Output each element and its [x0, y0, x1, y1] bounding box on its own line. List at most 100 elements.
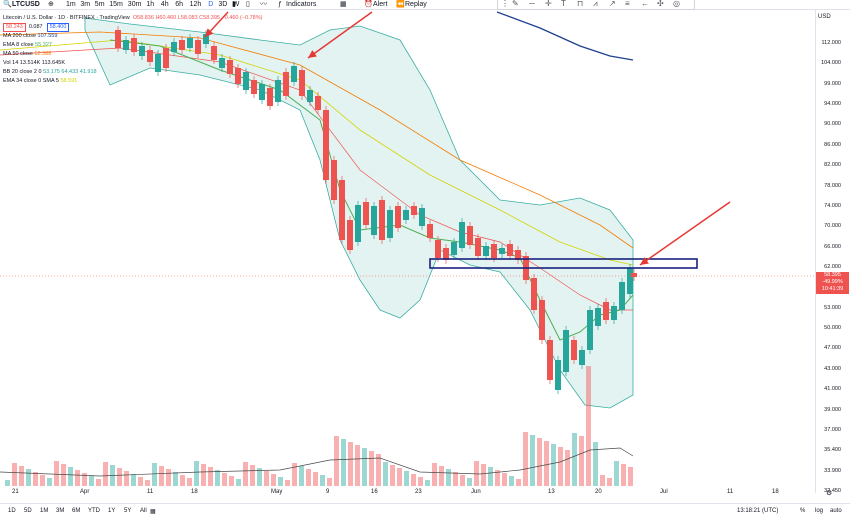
- price-axis[interactable]: 112.000 104.000 99.000 94.000 90.000 86.000 82…: [815, 10, 850, 494]
- indicator-name: EMA 8 close: [3, 42, 36, 48]
- interval-6h[interactable]: 6h: [175, 1, 183, 8]
- menu-lines-icon[interactable]: ≡: [625, 0, 630, 8]
- candle-body: [235, 68, 241, 84]
- brush-icon[interactable]: ✎: [512, 0, 519, 8]
- time-axis[interactable]: 21 Apr 11 18 May 9 16 23 Jun 13 20 Jul 11 18: [0, 487, 815, 499]
- symbol-label[interactable]: LTCUSD: [12, 1, 40, 8]
- line-tool-icon[interactable]: ─: [529, 0, 535, 8]
- pattern-tool-icon[interactable]: ⩘: [593, 0, 598, 8]
- interval-30m[interactable]: 30m: [127, 1, 142, 8]
- interval-W[interactable]: W: [232, 1, 240, 8]
- currency-selector[interactable]: USD: [818, 14, 831, 20]
- candle-body: [315, 96, 321, 110]
- range-All[interactable]: All: [140, 508, 147, 514]
- alert-button[interactable]: Alert: [373, 1, 388, 8]
- indicator-row[interactable]: BB 20 close 2 0 53.175 64.433 41.918: [3, 68, 262, 77]
- volume-bar: [439, 466, 444, 486]
- move-tool-icon[interactable]: ✣: [657, 0, 664, 8]
- interval-5m[interactable]: 5m: [94, 1, 105, 8]
- volume-bar: [292, 463, 297, 486]
- interval-4h[interactable]: 4h: [160, 1, 169, 8]
- more-tools-icon[interactable]: ◎: [673, 0, 680, 8]
- ma200-line: [496, 11, 634, 61]
- line-type-icon[interactable]: 〰: [260, 1, 267, 8]
- current-price: 58.395: [824, 272, 841, 278]
- volume-bar: [565, 450, 570, 486]
- volume-bar: [208, 467, 213, 486]
- price-tick: 39.000: [824, 406, 841, 413]
- candle-body: [363, 202, 369, 225]
- layout-icon[interactable]: ▦: [340, 1, 347, 8]
- cursor-icon[interactable]: ✛: [545, 0, 552, 8]
- volume-bar: [5, 480, 10, 486]
- candle-body: [403, 210, 409, 220]
- range-1M[interactable]: 1M: [40, 508, 49, 514]
- replay-icon: ⏪: [396, 1, 405, 8]
- indicator-row[interactable]: MA 200 close 107.559: [3, 32, 262, 41]
- volume-bar: [432, 463, 437, 486]
- volume-bar: [586, 366, 591, 486]
- candle-type-icon[interactable]: ▮: [232, 1, 236, 8]
- interval-D[interactable]: D: [208, 1, 214, 8]
- indicator-row[interactable]: EMA 8 close 55.327: [3, 41, 262, 50]
- replay-button[interactable]: Replay: [405, 1, 427, 8]
- indicators-button[interactable]: Indicators: [286, 1, 317, 8]
- indicator-row[interactable]: Vol 14 13.514K 113.645K: [3, 59, 262, 68]
- time-label: May: [271, 489, 283, 495]
- volume-bar: [383, 462, 388, 486]
- date-range-icon[interactable]: ▦: [150, 509, 156, 515]
- price-tick: 74.000: [824, 202, 841, 209]
- volume-bar: [397, 468, 402, 486]
- chart-area[interactable]: [0, 10, 815, 493]
- indicator-value: 55.327: [35, 42, 52, 48]
- price-chart[interactable]: [0, 10, 815, 493]
- clock-label[interactable]: 13:18:21 (UTC): [737, 508, 779, 514]
- candle-body: [483, 246, 489, 256]
- interval-1h[interactable]: 1h: [146, 1, 155, 8]
- settings-gear-icon[interactable]: ⚙: [826, 490, 833, 497]
- text-tool-icon[interactable]: T: [561, 0, 566, 8]
- indicator-row[interactable]: EMA 34 close 0 SMA 5 58.591: [3, 77, 262, 86]
- symbol-search-icon[interactable]: 🔍: [3, 1, 12, 8]
- bid-price[interactable]: 58.243: [3, 23, 26, 32]
- range-5D[interactable]: 5D: [24, 508, 32, 514]
- ema34-line: [0, 39, 634, 266]
- annotation-arrowhead: [308, 50, 317, 58]
- range-5Y[interactable]: 5Y: [124, 508, 132, 514]
- candle-body: [419, 208, 425, 226]
- candle-body: [411, 206, 417, 215]
- path-tool-icon[interactable]: ↗: [609, 0, 616, 8]
- candle-body: [115, 30, 121, 48]
- arrow-left-icon[interactable]: ←: [641, 0, 649, 8]
- candle-body: [539, 300, 545, 340]
- volume-bar: [621, 464, 626, 486]
- time-label: 18: [191, 489, 198, 495]
- interval-3D[interactable]: 3D: [218, 1, 228, 8]
- drag-handle-icon[interactable]: ⋮: [501, 0, 509, 8]
- compare-icon[interactable]: ⊕: [48, 1, 54, 8]
- time-label: 21: [12, 489, 19, 495]
- annotation-arrow: [307, 11, 373, 59]
- volume-bar: [537, 438, 542, 486]
- range-1D[interactable]: 1D: [8, 508, 16, 514]
- time-label: 9: [326, 489, 330, 495]
- range-1Y[interactable]: 1Y: [108, 508, 116, 514]
- range-3M[interactable]: 3M: [56, 508, 65, 514]
- auto-toggle[interactable]: auto: [830, 508, 842, 514]
- interval-3m[interactable]: 3m: [80, 1, 91, 8]
- indicator-row[interactable]: MA 50 close 62.388: [3, 50, 262, 59]
- volume-bar: [404, 471, 409, 486]
- interval-15m[interactable]: 15m: [109, 1, 123, 8]
- candle-body: [139, 46, 145, 56]
- interval-1m[interactable]: 1m: [66, 1, 76, 8]
- volume-bar: [509, 476, 514, 486]
- fib-tool-icon[interactable]: ⊓: [577, 0, 584, 8]
- percent-toggle[interactable]: %: [800, 508, 806, 514]
- range-YTD[interactable]: YTD: [88, 508, 100, 514]
- ask-price[interactable]: 58.400: [46, 23, 70, 32]
- chart-title: Litecoin / U.S. Dollar · 1D · BITFINEX ·…: [3, 15, 130, 21]
- range-6M[interactable]: 6M: [72, 508, 81, 514]
- bar-type-icon[interactable]: ▯: [246, 1, 250, 8]
- log-toggle[interactable]: log: [815, 508, 824, 514]
- interval-12h[interactable]: 12h: [189, 1, 202, 8]
